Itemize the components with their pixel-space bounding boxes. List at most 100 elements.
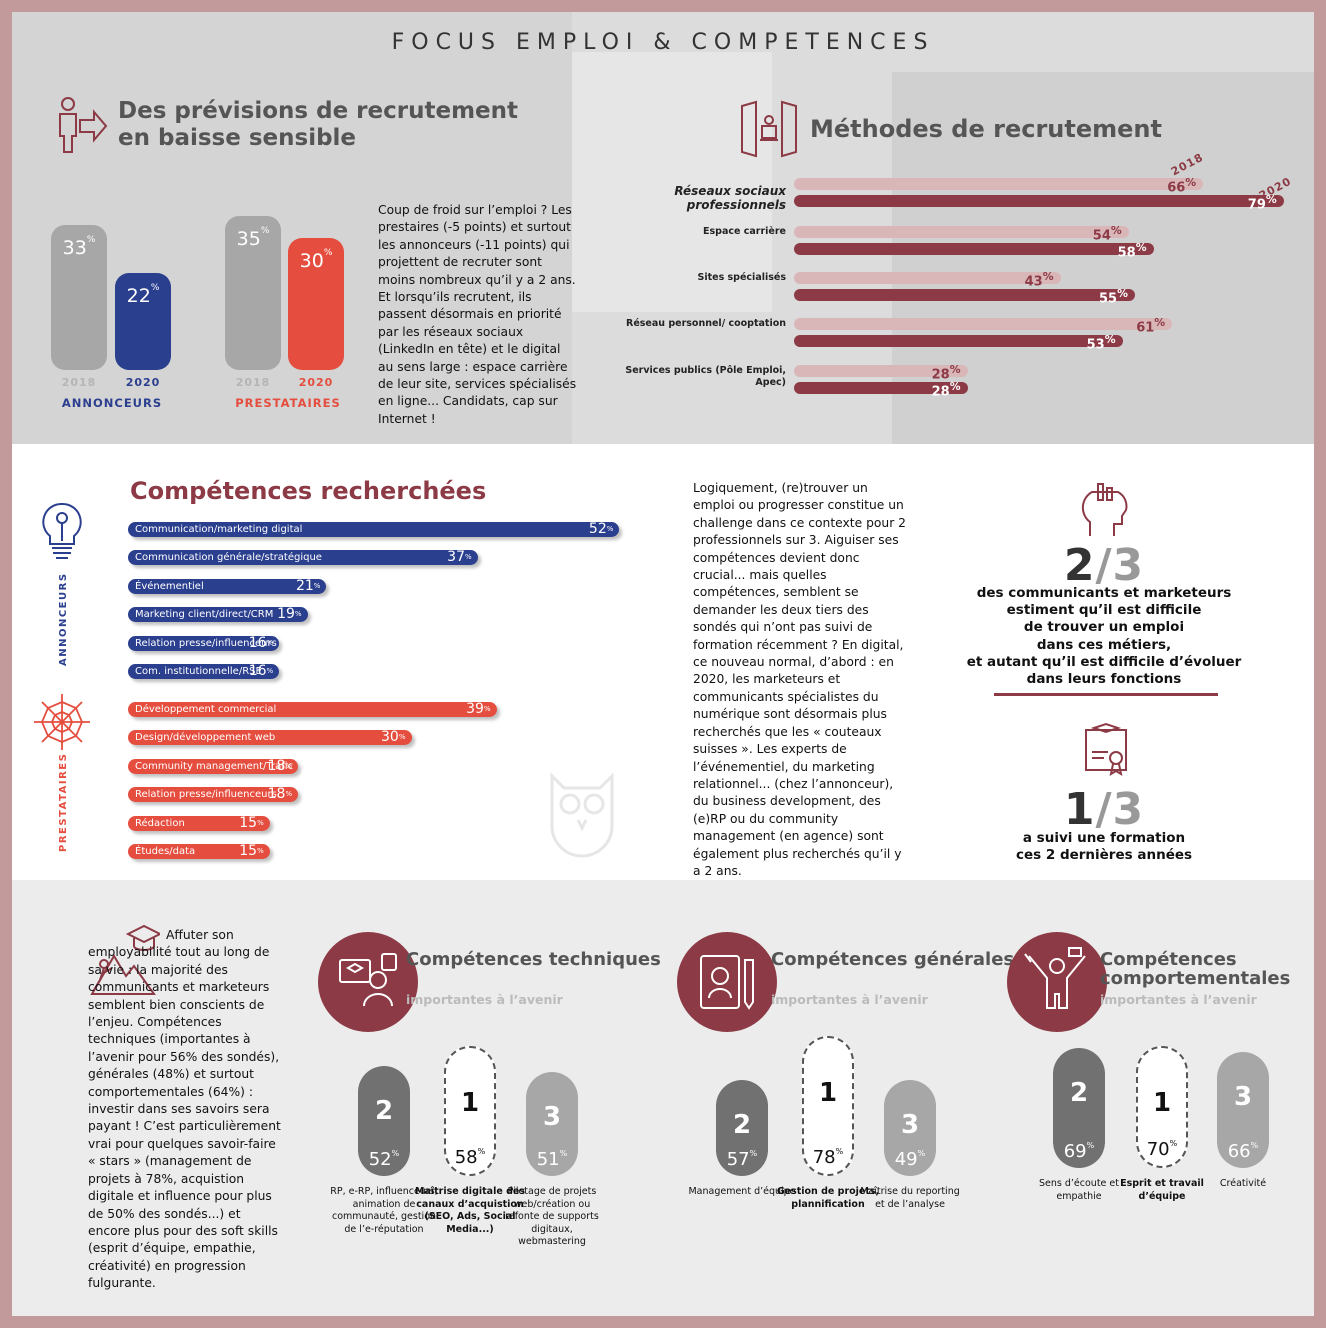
recruit-bar-value-unit: % (86, 234, 96, 245)
behavioral-skills-icon (1024, 947, 1086, 1009)
skill-bar: Community management/Trafic 18% (128, 758, 299, 774)
methods-bar-value: 79% (1247, 193, 1277, 213)
skill-rank-number: 1 (460, 1088, 480, 1118)
skill-bar-label: Communication/marketing digital (135, 524, 303, 535)
methods-bar-value-unit: % (949, 363, 961, 376)
skills-group-label-providers: PRESTATAIRES (58, 752, 69, 852)
skill-bar: Design/développement web 30% (128, 730, 412, 746)
skill-rank-number: 3 (1233, 1082, 1253, 1112)
skill-bar-value: 15% (239, 814, 264, 831)
skill-rank-value: 58% (454, 1147, 486, 1168)
methods-category-label: Réseau personnel/ cooptation (626, 318, 786, 329)
spider-web-icon (34, 694, 90, 750)
skill-bar-value-unit: % (606, 525, 614, 533)
skill-rank-pill: 1 70% (1136, 1046, 1188, 1168)
skill-bar: Com. institutionnelle/RSE 16% (128, 663, 280, 679)
methods-bar-value-unit: % (1042, 270, 1054, 283)
methods-bar-value-unit: % (1135, 241, 1147, 254)
stat2-line: a suivi une formation (1022, 830, 1186, 846)
skill-bar-label: Rédaction (135, 817, 185, 829)
skill-bar-value: 37% (447, 549, 472, 566)
skill-rank-pill: 3 66% (1217, 1052, 1269, 1168)
stat1-line: dans leurs fonctions (1026, 671, 1182, 688)
skill-rank-label: Maîtrise du reporting et de l’analyse (860, 1186, 960, 1210)
recruitment-section: FOCUS EMPLOI & COMPETENCES Des prévision… (12, 12, 1314, 444)
recruit-bar: 35% (225, 216, 281, 370)
skills-group-label-announcers: ANNONCEURS (58, 572, 69, 666)
recruit-bar-value-unit: % (260, 226, 270, 236)
methods-bar-value-unit: % (1104, 333, 1116, 346)
skill-rank-number: 1 (818, 1078, 838, 1108)
skill-bar: Développement commercial 39% (128, 702, 497, 717)
skill-rank-value-unit: % (559, 1149, 568, 1158)
methods-bar-value-unit: % (1154, 316, 1166, 329)
methods-bar (794, 226, 1129, 238)
methods-bar-value-unit: % (1117, 287, 1128, 300)
skill-bar-label: Développement commercial (135, 704, 277, 715)
methods-title: Méthodes de recrutement (810, 115, 1162, 143)
stat2-line: ces 2 dernières années (1015, 847, 1193, 864)
skill-rank-value-unit: % (1169, 1139, 1178, 1148)
skill-rank-value: 57% (726, 1149, 758, 1170)
technical-skills-title: Compétences techniques (406, 949, 661, 970)
skill-rank-pill: 2 69% (1053, 1048, 1105, 1168)
recruit-paragraph: Coup de froid sur l’emploi ? Les prestai… (378, 203, 577, 426)
door-recruitment-icon (741, 100, 797, 158)
stat1-line: de trouver un emploi (1023, 619, 1185, 636)
methods-bar-value: 53% (1086, 333, 1116, 353)
skill-bar-value-unit: % (285, 761, 293, 770)
recruit-bar: 22% (115, 273, 171, 370)
methods-bar (794, 272, 1061, 284)
recruit-year-label: 2018 (235, 376, 271, 389)
background-photo-left (12, 12, 572, 444)
stat2-numerator: 1 (1063, 784, 1096, 835)
general-skills-subtitle: importantes à l’avenir (771, 992, 928, 1007)
behavioral-skills-circle (1007, 932, 1107, 1032)
skill-rank-value-unit: % (1086, 1141, 1095, 1150)
lightbulb-icon (42, 502, 82, 559)
skill-rank-value-unit: % (917, 1149, 926, 1158)
skill-bar-value: 39% (466, 701, 491, 717)
skill-bar-label: Com. institutionnelle/RSE (135, 666, 262, 677)
recruit-bar: 33% (51, 224, 107, 370)
skill-bar-value: 52% (588, 521, 614, 537)
methods-bar-value: 54% (1092, 224, 1122, 244)
skill-bar: Rédaction 15% (128, 814, 270, 831)
general-skills-circle (677, 932, 777, 1032)
skill-bar-value-unit: % (398, 733, 406, 742)
methods-bar (794, 289, 1135, 301)
page-title: FOCUS EMPLOI & COMPETENCES (391, 30, 935, 55)
methods-bar-value-unit: % (1110, 224, 1122, 237)
skill-bar-label: Design/développement web (135, 732, 276, 744)
skill-rank-pill: 3 51% (526, 1072, 578, 1176)
methods-bar-value-unit: % (1265, 193, 1277, 206)
future-skills-section: Affuter son employabilité tout au long d… (12, 880, 1314, 1316)
stat2-text: a suivi une formation ces 2 dernières an… (954, 830, 1254, 864)
methods-bar-value: 58% (1117, 241, 1147, 261)
skills-paragraph: Logiquement, (re)trouver un emploi ou pr… (693, 481, 906, 878)
head-tools-icon (1081, 483, 1128, 536)
skill-bar-value: 16% (248, 663, 274, 679)
skill-rank-number: 2 (1069, 1078, 1089, 1108)
stat2-slash: / (1095, 784, 1113, 835)
skill-bar: Relation presse/influenceurs 18% (128, 787, 299, 803)
skill-rank-number: 2 (732, 1110, 752, 1140)
methods-category-label: Sites spécialisés (697, 272, 786, 283)
skill-rank-pill: 2 52% (358, 1066, 410, 1176)
technical-skills-subtitle: importantes à l’avenir (406, 992, 563, 1007)
methods-bar (794, 318, 1173, 330)
recruit-year-label: 2020 (298, 376, 334, 389)
recruit-year-label: 2018 (61, 376, 97, 389)
skill-rank-value: 70% (1146, 1139, 1178, 1160)
skill-rank-label: Esprit et travail d’équipe (1120, 1178, 1204, 1202)
recruit-year-label: 2020 (125, 376, 161, 389)
skill-bar-value: 15% (239, 843, 264, 859)
future-intro-paragraph: Affuter son employabilité tout au long d… (88, 928, 281, 1291)
skill-bar-value-unit: % (313, 581, 321, 590)
methods-bar-value-unit: % (949, 380, 961, 393)
methods-bar-value-unit: % (1185, 176, 1197, 189)
skill-bar-label: Communication générale/stratégique (135, 552, 322, 564)
climber-graduate-icon (90, 924, 160, 995)
stat1-denominator: 3 (1112, 540, 1145, 591)
recruit-bar-value-unit: % (323, 248, 333, 258)
